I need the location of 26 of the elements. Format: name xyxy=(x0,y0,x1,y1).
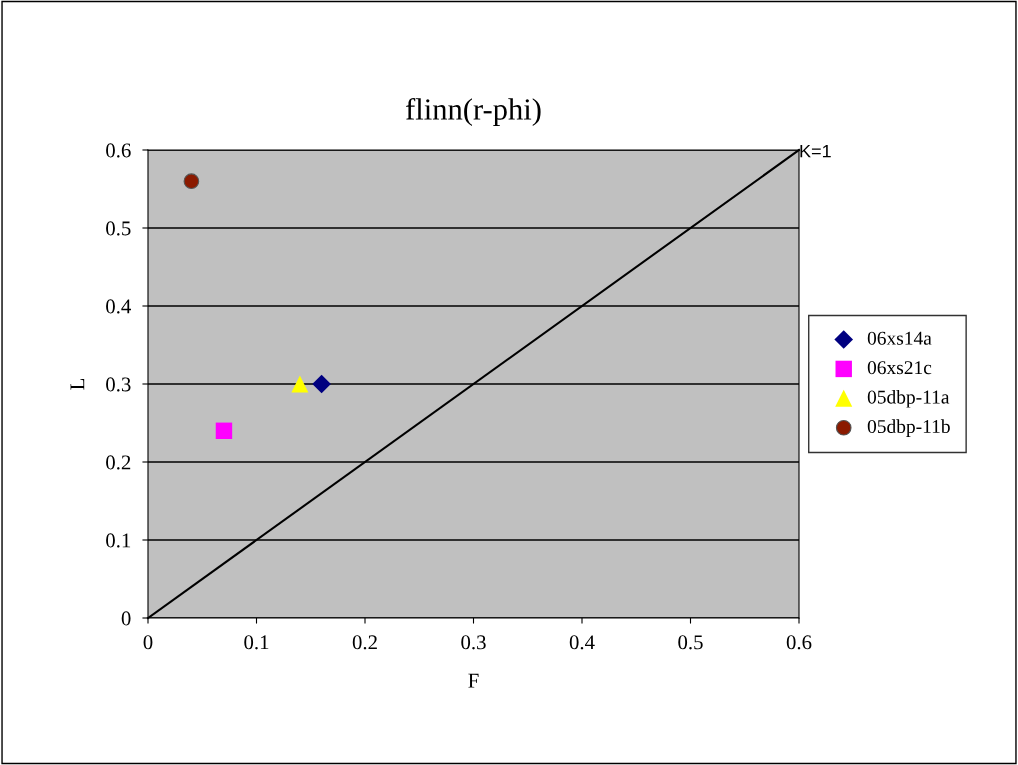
point xyxy=(183,173,200,190)
y-tick-label: 0.6 xyxy=(106,143,131,158)
chart-title: flinn(r-phi) xyxy=(406,97,541,126)
x-tick-label: 0.1 xyxy=(244,635,269,650)
x-tick-label: 0.3 xyxy=(461,635,486,650)
y-tick-label: 0.2 xyxy=(106,455,131,470)
x-tick-label: 0.6 xyxy=(786,635,812,650)
legend-label: 05dbp-11a xyxy=(867,389,950,408)
x-tick-label: 0.2 xyxy=(352,635,377,650)
legend-label: 05dbp-11b xyxy=(867,419,950,437)
y-tick-label: 0.5 xyxy=(106,221,131,236)
x-axis-title: F xyxy=(468,673,479,688)
y-tick-label: 0.4 xyxy=(106,299,132,314)
legend-label: 06xs21c xyxy=(867,361,932,375)
x-tick-label: 0 xyxy=(143,635,153,650)
legend-label: 06xs14a xyxy=(867,331,932,345)
x-tick-label: 0.4 xyxy=(569,635,595,650)
x-tick-label: 0.5 xyxy=(678,635,703,650)
annotation: K=1 xyxy=(800,144,831,158)
y-tick-label: 0 xyxy=(121,611,131,626)
y-axis-title: L xyxy=(70,378,85,390)
point xyxy=(291,375,309,393)
y-tick-label: 0.3 xyxy=(106,377,131,392)
point xyxy=(215,422,233,440)
point xyxy=(312,374,331,394)
y-tick-label: 0.1 xyxy=(106,533,131,548)
